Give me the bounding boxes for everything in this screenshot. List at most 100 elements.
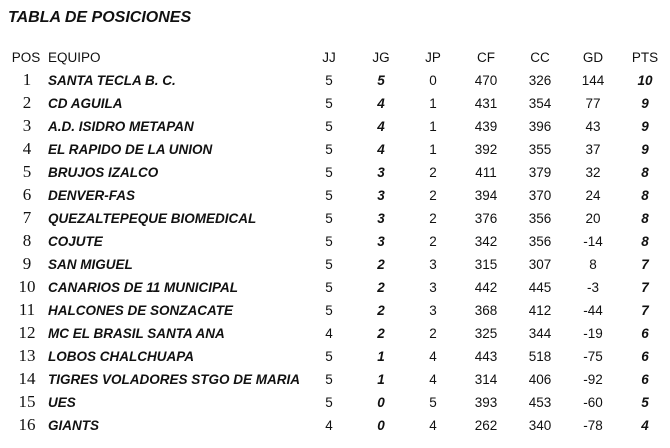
points-for: 470 xyxy=(474,73,498,88)
point-diff: -19 xyxy=(583,326,603,341)
points-against: 344 xyxy=(528,326,552,341)
points-against: 356 xyxy=(528,211,552,226)
column-header: JP xyxy=(425,50,441,65)
points: 7 xyxy=(641,257,649,272)
team: SAN MIGUEL xyxy=(48,257,133,272)
point-diff: 37 xyxy=(585,142,601,157)
team: LOBOS CHALCHUAPA xyxy=(48,349,194,364)
points-for: 393 xyxy=(474,395,498,410)
pos: 15 xyxy=(18,392,36,411)
games-won: 3 xyxy=(377,234,385,249)
points: 8 xyxy=(641,188,649,203)
games-lost: 4 xyxy=(429,418,437,433)
games-played: 5 xyxy=(325,234,333,249)
points: 7 xyxy=(641,303,649,318)
games-won: 4 xyxy=(377,96,385,111)
column-header: CF xyxy=(477,50,495,65)
team: MC EL BRASIL SANTA ANA xyxy=(48,326,225,341)
games-won: 2 xyxy=(377,280,385,295)
points-for: 443 xyxy=(474,349,498,364)
column-header: GD xyxy=(582,50,604,65)
points: 8 xyxy=(641,165,649,180)
team: A.D. ISIDRO METAPAN xyxy=(48,119,194,134)
point-diff: 24 xyxy=(585,188,601,203)
points-for: 262 xyxy=(474,418,498,433)
games-won: 3 xyxy=(377,165,385,180)
point-diff: 43 xyxy=(585,119,601,134)
points-against: 406 xyxy=(528,372,552,387)
games-won: 0 xyxy=(377,395,385,410)
points-for: 368 xyxy=(474,303,498,318)
pos: 13 xyxy=(18,346,36,365)
points: 9 xyxy=(641,119,649,134)
points-against: 518 xyxy=(528,349,552,364)
title: TABLA DE POSICIONES xyxy=(8,9,192,26)
team: BRUJOS IZALCO xyxy=(48,165,159,180)
games-played: 5 xyxy=(325,372,333,387)
points-for: 392 xyxy=(474,142,498,157)
games-won: 1 xyxy=(377,349,385,364)
points-for: 411 xyxy=(475,165,497,180)
games-lost: 3 xyxy=(429,280,437,295)
team: QUEZALTEPEQUE BIOMEDICAL xyxy=(48,211,257,226)
games-lost: 4 xyxy=(429,372,437,387)
games-lost: 1 xyxy=(429,119,437,134)
points-against: 396 xyxy=(528,119,552,134)
points: 4 xyxy=(641,418,649,433)
points-for: 431 xyxy=(474,96,498,111)
point-diff: 20 xyxy=(585,211,601,226)
games-lost: 1 xyxy=(429,96,437,111)
pos: 2 xyxy=(22,93,32,112)
games-won: 3 xyxy=(377,188,385,203)
games-played: 5 xyxy=(325,188,333,203)
pos: 4 xyxy=(22,139,32,158)
games-won: 2 xyxy=(377,303,385,318)
pos: 10 xyxy=(18,277,36,296)
team: TIGRES VOLADORES STGO DE MARIA xyxy=(48,372,301,387)
points-against: 453 xyxy=(528,395,552,410)
games-played: 5 xyxy=(325,303,333,318)
pos: 6 xyxy=(22,185,32,204)
pos: 3 xyxy=(22,116,32,135)
games-lost: 3 xyxy=(429,257,437,272)
points-for: 325 xyxy=(474,326,498,341)
pos: 1 xyxy=(22,70,32,89)
games-lost: 2 xyxy=(429,234,437,249)
games-won: 1 xyxy=(377,372,385,387)
points-against: 445 xyxy=(528,280,552,295)
point-diff: -75 xyxy=(583,349,603,364)
pos: 16 xyxy=(18,415,36,434)
points-against: 370 xyxy=(528,188,552,203)
team: UES xyxy=(48,395,76,410)
games-played: 5 xyxy=(325,119,333,134)
pos: 5 xyxy=(22,162,32,181)
point-diff: -44 xyxy=(583,303,603,318)
column-header: EQUIPO xyxy=(48,50,101,65)
games-lost: 4 xyxy=(429,349,437,364)
games-won: 4 xyxy=(377,119,385,134)
games-won: 2 xyxy=(377,326,385,341)
points-for: 315 xyxy=(474,257,498,272)
points-against: 326 xyxy=(528,73,552,88)
games-played: 4 xyxy=(325,326,333,341)
points: 8 xyxy=(641,211,649,226)
points: 9 xyxy=(641,142,649,157)
pos: 14 xyxy=(18,369,36,388)
games-played: 5 xyxy=(325,142,333,157)
point-diff: 77 xyxy=(585,96,601,111)
points-against: 340 xyxy=(528,418,552,433)
team: DENVER-FAS xyxy=(48,188,136,203)
points-for: 376 xyxy=(474,211,498,226)
point-diff: -14 xyxy=(583,234,603,249)
points-for: 314 xyxy=(474,372,498,387)
games-played: 5 xyxy=(325,73,333,88)
column-header: PTS xyxy=(631,50,659,65)
point-diff: 8 xyxy=(589,257,597,272)
team: HALCONES DE SONZACATE xyxy=(48,303,234,318)
games-lost: 2 xyxy=(429,326,437,341)
points: 8 xyxy=(641,234,649,249)
column-header: CC xyxy=(530,50,550,65)
points-against: 379 xyxy=(528,165,552,180)
point-diff: 32 xyxy=(585,165,601,180)
